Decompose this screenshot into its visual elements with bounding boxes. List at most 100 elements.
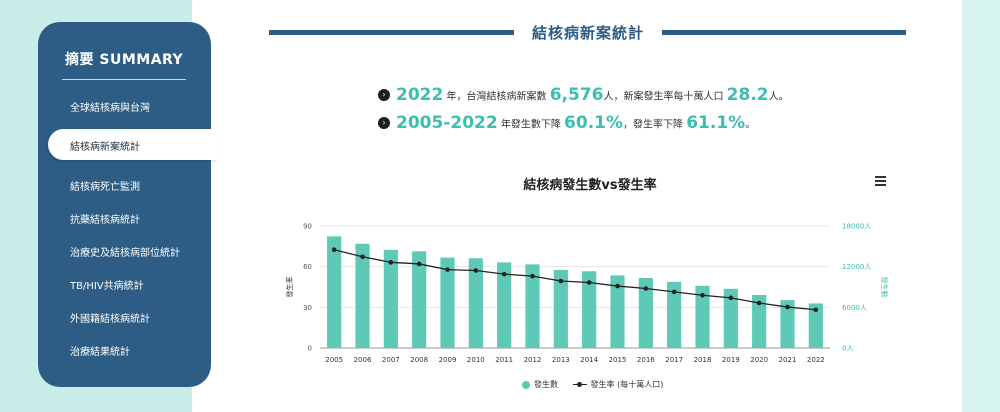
rate-point [416, 261, 422, 267]
summary-range: 2005-2022 [396, 113, 498, 133]
x-tick-label: 2007 [382, 356, 400, 364]
sidebar-item-global-and-taiwan[interactable]: 全球結核病與台灣 [70, 103, 150, 114]
x-tick-label: 2013 [552, 356, 570, 364]
x-tick-label: 2019 [722, 356, 740, 364]
rate-line [334, 249, 816, 311]
bar-cases [468, 258, 483, 348]
bar-cases [610, 275, 625, 348]
rate-point [501, 271, 507, 277]
rate-point [671, 289, 677, 295]
sidebar-item-treatment-history[interactable]: 治療史及結核病部位統計 [70, 248, 180, 259]
x-tick-label: 2020 [750, 356, 768, 364]
sidebar-item-death-monitoring[interactable]: 結核病死亡監測 [70, 182, 140, 193]
y-tick-label-left: 0 [308, 345, 312, 353]
summary-case-drop: 60.1% [564, 113, 624, 133]
header-rule-left [269, 30, 514, 35]
y-axis-label-right: 發生數 [880, 277, 889, 298]
x-tick-label: 2015 [609, 356, 627, 364]
y-axis-label-left: 發生率 [285, 277, 294, 298]
x-tick-label: 2018 [694, 356, 712, 364]
summary-line-1: › 2022 年，台灣結核病新案數 6,576人，新案發生率每十萬人口 28.2人… [378, 85, 789, 105]
x-tick-label: 2021 [779, 356, 797, 364]
x-tick-label: 2010 [467, 356, 485, 364]
rate-point [700, 292, 705, 298]
legend-bar-swatch [522, 380, 530, 389]
y-tick-label-left: 90 [303, 223, 312, 231]
header-rule-right [662, 30, 906, 35]
sidebar-item-tb-hiv[interactable]: TB/HIV共病統計 [70, 281, 144, 292]
x-tick-label: 2005 [325, 356, 343, 364]
rate-point [473, 268, 479, 273]
sidebar-item-treatment-outcome[interactable]: 治療結果統計 [70, 347, 130, 358]
summary-cases: 6,576 [549, 85, 604, 105]
bar-cases [525, 264, 540, 348]
x-tick-label: 2009 [439, 356, 457, 364]
bar-cases [553, 269, 568, 348]
rate-point [530, 273, 535, 279]
rate-point [445, 267, 450, 272]
y-tick-label-right: 6000人 [842, 304, 867, 312]
bar-cases [695, 285, 710, 348]
rate-point [388, 260, 394, 265]
rate-point [586, 280, 592, 285]
chevron-right-icon: › [378, 117, 390, 129]
summary-text: 年，台灣結核病新案數 [443, 91, 550, 103]
menu-icon[interactable] [875, 176, 886, 188]
summary-sidebar: 摘要 SUMMARY 全球結核病與台灣 結核病死亡監測 抗藥結核病統計 治療史及… [38, 22, 211, 387]
chevron-right-icon: › [378, 89, 390, 101]
rate-point [643, 286, 649, 291]
x-tick-label: 2016 [637, 356, 655, 364]
bar-cases [497, 262, 512, 348]
rate-point [756, 300, 762, 306]
bar-cases [638, 277, 653, 348]
sidebar-item-new-cases-active[interactable]: 結核病新案統計 [48, 129, 218, 160]
main-panel [192, 0, 962, 412]
y-tick-label-left: 30 [303, 304, 312, 312]
sidebar-item-foreign-nationals[interactable]: 外國籍結核病統計 [70, 314, 150, 325]
y-tick-label-right: 0人 [842, 345, 853, 353]
legend-line-swatch [572, 382, 587, 387]
summary-year: 2022 [396, 85, 444, 105]
rate-point [331, 247, 337, 253]
summary-line-2: › 2005-2022 年發生數下降 60.1%，發生率下降 61.1%。 [378, 113, 755, 133]
summary-text: 人，新案發生率每十萬人口 [603, 91, 727, 103]
chart-title: 結核病發生數vs發生率 [523, 178, 657, 193]
bar-cases [667, 281, 682, 348]
x-tick-label: 2014 [580, 356, 598, 364]
y-tick-label-right: 12000人 [842, 263, 871, 271]
summary-rate: 28.2 [726, 85, 769, 105]
x-tick-label: 2006 [354, 356, 372, 364]
summary-text: 人。 [768, 91, 789, 103]
rate-point [360, 254, 365, 260]
bar-cases [440, 257, 455, 348]
x-tick-label: 2008 [410, 356, 428, 364]
page-title: 結核病新案統計 [531, 24, 644, 42]
sidebar-item-drug-resistant[interactable]: 抗藥結核病統計 [70, 215, 140, 226]
y-tick-label-left: 60 [303, 263, 312, 271]
y-tick-label-right: 18000人 [842, 223, 871, 231]
bar-cases [355, 243, 370, 348]
summary-rate-drop: 61.1% [686, 113, 746, 133]
rate-point [615, 283, 620, 289]
sidebar-item-label: 結核病新案統計 [70, 142, 140, 153]
bar-cases [412, 251, 427, 348]
legend-line-label[interactable]: 發生率 (每十萬人口) [590, 380, 664, 389]
bar-cases [582, 271, 597, 348]
sidebar-title: 摘要 SUMMARY [65, 52, 184, 68]
rate-point [785, 304, 790, 310]
x-tick-label: 2012 [524, 356, 542, 364]
right-gutter [962, 0, 1000, 412]
legend-bar-label[interactable]: 發生數 [534, 380, 558, 389]
rate-point [728, 295, 734, 301]
bar-cases [808, 303, 823, 348]
chart-legend: 發生數 發生率 (每十萬人口) [522, 379, 663, 390]
bar-cases [752, 294, 767, 348]
bar-cases [723, 288, 738, 348]
summary-text: 年發生數下降 [497, 119, 565, 131]
summary-text: 。 [745, 119, 756, 131]
summary-text: ，發生率下降 [623, 119, 687, 131]
x-tick-label: 2017 [665, 356, 683, 364]
x-tick-label: 2022 [807, 356, 825, 364]
bar-cases [327, 236, 342, 348]
